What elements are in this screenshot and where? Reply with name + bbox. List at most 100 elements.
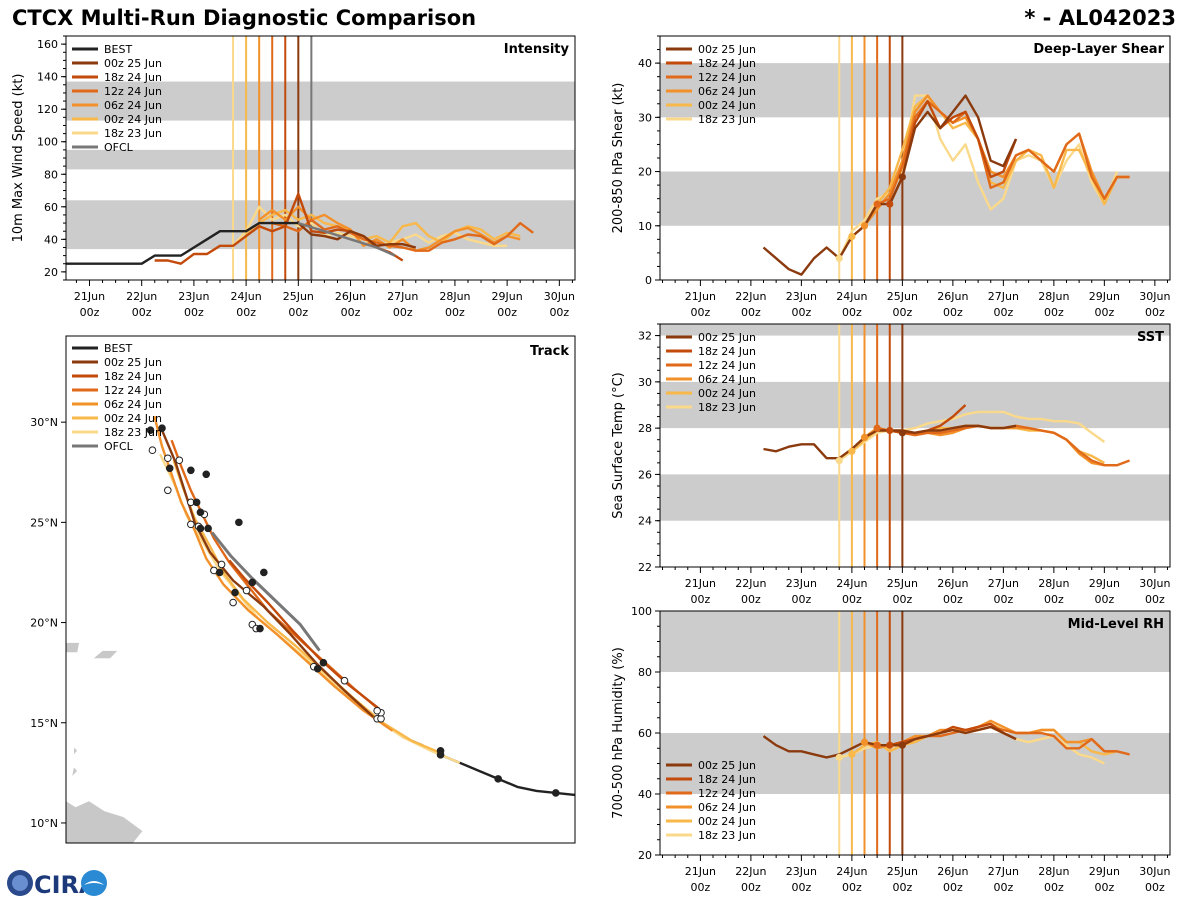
x-tick-label: 29Jun [1089, 290, 1120, 303]
y-tick-label: 100 [37, 136, 58, 149]
track-line [159, 453, 461, 764]
x-tick-label: 00z [842, 593, 862, 606]
x-tick-label: 00z [549, 306, 569, 319]
y-tick-label: 26 [638, 468, 652, 481]
x-tick-label: 00z [497, 306, 517, 319]
y-tick-label: 10°N [30, 817, 58, 830]
x-tick-label: 00z [741, 593, 761, 606]
track-point [187, 520, 195, 529]
track-point [319, 658, 328, 667]
x-tick-label: 24Jun [836, 290, 867, 303]
y-tick-label: 40 [638, 57, 652, 70]
x-tick-label: 29Jun [1089, 865, 1120, 878]
x-tick-label: 30Jun [1139, 290, 1170, 303]
legend-label: BEST [104, 43, 132, 56]
legend-label: 00z 25 Jun [104, 57, 162, 70]
run-marker [873, 424, 881, 432]
x-tick-label: 00z [1044, 593, 1064, 606]
run-marker [886, 426, 894, 435]
plot-frame [65, 335, 576, 844]
legend-label: 12z 24 Jun [698, 71, 756, 84]
shade-band [660, 474, 1170, 521]
x-tick-label: 00z [1044, 881, 1064, 894]
legend-label: 12z 24 Jun [104, 384, 162, 397]
x-tick-label: 23Jun [786, 577, 817, 590]
x-tick-label: 00z [892, 881, 912, 894]
y-axis-label: 200-850 hPa Shear (kt) [611, 83, 626, 234]
shade-band [660, 611, 1170, 672]
run-marker [886, 200, 894, 208]
legend-label: OFCL [104, 141, 134, 154]
x-tick-label: 30Jun [1139, 577, 1170, 590]
y-tick-label: 25°N [30, 516, 58, 529]
x-tick-label: 30Jun [544, 290, 575, 303]
run-marker [848, 233, 856, 241]
run-marker [898, 741, 906, 749]
legend-label: 06z 24 Jun [698, 85, 756, 98]
x-tick-label: 22Jun [126, 290, 157, 303]
x-tick-label: 00z [393, 306, 413, 319]
x-tick-label: 22Jun [735, 290, 766, 303]
x-tick-label: 00z [236, 306, 256, 319]
x-tick-label: 00z [1094, 593, 1114, 606]
chart-title: Mid-Level RH [1068, 617, 1164, 632]
y-tick-label: 28 [638, 422, 652, 435]
legend-label: 00z 24 Jun [104, 412, 162, 425]
x-tick-label: 27Jun [988, 290, 1019, 303]
x-tick-label: 28Jun [439, 290, 470, 303]
legend-label: 00z 25 Jun [104, 356, 162, 369]
legend-label: 18z 24 Jun [698, 57, 756, 70]
x-tick-label: 00z [741, 881, 761, 894]
track-point [217, 560, 226, 569]
x-tick-label: 00z [1094, 306, 1114, 319]
run-marker [898, 173, 906, 181]
x-tick-label: 25Jun [887, 865, 918, 878]
x-tick-label: 00z [892, 593, 912, 606]
x-tick-label: 00z [184, 306, 204, 319]
track-point [164, 454, 172, 463]
legend-label: OFCL [104, 440, 134, 453]
y-axis-label: 700-500 hPa Humidity (%) [611, 647, 626, 819]
track-point [373, 706, 381, 715]
legend-label: 18z 24 Jun [104, 370, 162, 383]
legend-label: 18z 24 Jun [698, 773, 756, 786]
series-line [851, 94, 1130, 238]
run-marker [886, 741, 894, 749]
x-tick-label: 00z [691, 593, 711, 606]
land-mass [71, 766, 78, 778]
track-point [192, 498, 201, 507]
y-tick-label: 140 [37, 71, 58, 84]
x-tick-label: 23Jun [786, 865, 817, 878]
track-line [401, 735, 575, 797]
legend-label: 00z 25 Jun [698, 43, 756, 56]
x-tick-label: 00z [341, 306, 361, 319]
x-tick-label: 21Jun [685, 290, 716, 303]
legend-label: 18z 23 Jun [698, 401, 756, 414]
y-axis-label: Sea Surface Temp (°C) [611, 372, 626, 519]
run-marker [835, 753, 843, 761]
track-point [242, 586, 251, 595]
shade-band [66, 149, 575, 170]
track-point [215, 568, 224, 577]
legend-label: 18z 24 Jun [698, 345, 756, 358]
x-tick-label: 25Jun [887, 577, 918, 590]
track-point [148, 446, 157, 455]
track-point [229, 598, 237, 607]
run-marker [835, 254, 843, 262]
x-tick-label: 27Jun [387, 290, 418, 303]
run-marker [898, 429, 906, 437]
land-mass [66, 642, 80, 653]
x-tick-label: 24Jun [836, 577, 867, 590]
y-tick-label: 40 [638, 788, 652, 801]
chart-title: Deep-Layer Shear [1033, 42, 1164, 57]
y-tick-label: 20 [638, 849, 652, 862]
x-tick-label: 24Jun [231, 290, 262, 303]
track-point [164, 486, 172, 495]
legend-label: 12z 24 Jun [698, 359, 756, 372]
y-tick-label: 40 [44, 233, 58, 246]
track-line [228, 559, 380, 710]
track-point [146, 426, 155, 434]
x-tick-label: 21Jun [74, 290, 105, 303]
y-tick-label: 20 [638, 166, 652, 179]
track-point [204, 524, 212, 533]
